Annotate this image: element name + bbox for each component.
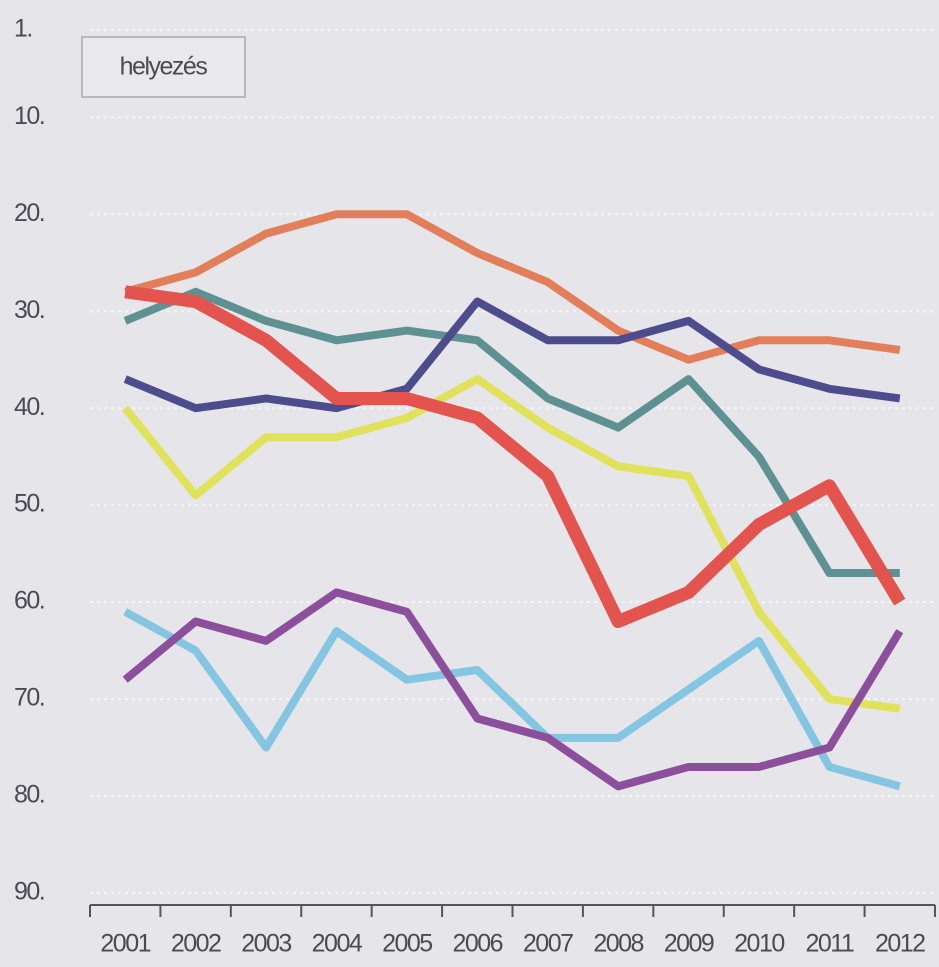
y-tick-label: 20.	[14, 199, 44, 227]
line-series	[124, 285, 906, 628]
y-tick-label: 40.	[14, 393, 44, 421]
x-tick-label: 2005	[382, 930, 432, 958]
x-tick-label: 2006	[452, 930, 502, 958]
x-tick-label: 2011	[805, 930, 853, 958]
line-series	[122, 375, 901, 713]
line-series	[122, 588, 904, 791]
line-series	[123, 287, 900, 578]
x-tick-label: 2010	[734, 930, 784, 958]
y-label: helyezés	[120, 53, 208, 81]
y-tick-label: 1.	[14, 15, 32, 43]
x-tick-label: 2003	[241, 930, 291, 958]
y-tick-label: 80.	[14, 781, 44, 809]
x-tick-label: 2007	[523, 930, 573, 958]
y-tick-label: 90.	[14, 878, 44, 906]
y-tick-label: 70.	[14, 684, 44, 712]
y-tick-label: 50.	[14, 490, 44, 518]
y-tick-label: 60.	[14, 587, 44, 615]
y-tick-label: 30.	[14, 296, 44, 324]
x-tick-label: 2012	[875, 930, 925, 958]
line-series	[123, 297, 901, 413]
x-tick-label: 2001	[100, 930, 150, 958]
x-tick-label: 2009	[664, 930, 714, 958]
x-tick-label: 2004	[312, 930, 363, 958]
label-box	[81, 36, 246, 98]
line-series	[123, 608, 901, 791]
x-tick-label: 2008	[593, 930, 643, 958]
y-tick-label: 10.	[14, 102, 44, 130]
line-series	[124, 210, 901, 364]
x-tick-label: 2002	[171, 930, 221, 958]
